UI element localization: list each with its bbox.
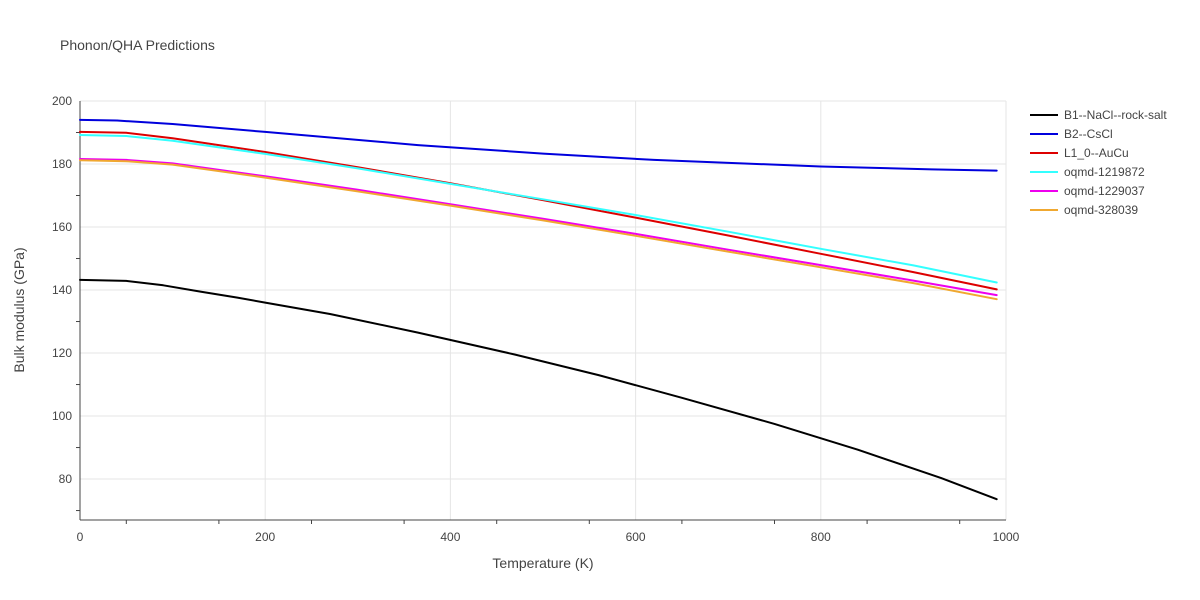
series-line-b1-nacl-rock-salt	[79, 278, 998, 501]
legend-label-b2-cscl[interactable]: B2--CsCl	[1064, 127, 1113, 141]
series-layer	[79, 118, 998, 501]
y-tick-label: 160	[52, 220, 72, 234]
x-axis-title: Temperature (K)	[492, 555, 593, 571]
y-axis-title: Bulk modulus (GPa)	[11, 247, 27, 372]
x-tick-label: 800	[811, 530, 831, 544]
legend-label-b1-nacl-rock-salt[interactable]: B1--NaCl--rock-salt	[1064, 108, 1167, 122]
x-tick-label: 0	[77, 530, 84, 544]
chart-title: Phonon/QHA Predictions	[60, 37, 215, 53]
legend-label-oqmd-1219872[interactable]: oqmd-1219872	[1064, 165, 1145, 179]
legend-label-oqmd-1229037[interactable]: oqmd-1229037	[1064, 184, 1145, 198]
grid-layer	[79, 100, 1007, 520]
y-tick-label: 120	[52, 346, 72, 360]
legend-label-l1-0-aucu[interactable]: L1_0--AuCu	[1064, 146, 1129, 160]
series-line-l1-0-aucu	[79, 130, 998, 291]
series-line-oqmd-1219872	[79, 134, 998, 284]
x-tick-label: 200	[255, 530, 275, 544]
y-tick-label: 80	[59, 472, 73, 486]
x-tick-label: 600	[626, 530, 646, 544]
y-tick-label: 180	[52, 157, 72, 171]
x-tick-label: 400	[440, 530, 460, 544]
series-line-oqmd-328039	[79, 159, 998, 301]
x-tick-label: 1000	[993, 530, 1020, 544]
axis-layer: 0 200 400 600 800 1000 80 100 120 140 160 180 200	[52, 94, 1020, 544]
legend: B1--NaCl--rock-salt B2--CsCl L1_0--AuCuoqm…	[1030, 108, 1167, 217]
legend-label-oqmd-328039[interactable]: oqmd-328039	[1064, 203, 1138, 217]
y-tick-label: 100	[52, 409, 72, 423]
y-tick-label: 140	[52, 283, 72, 297]
series-line-oqmd-1229037	[79, 158, 998, 297]
y-tick-label: 200	[52, 94, 72, 108]
series-line-b2-cscl	[79, 118, 998, 172]
